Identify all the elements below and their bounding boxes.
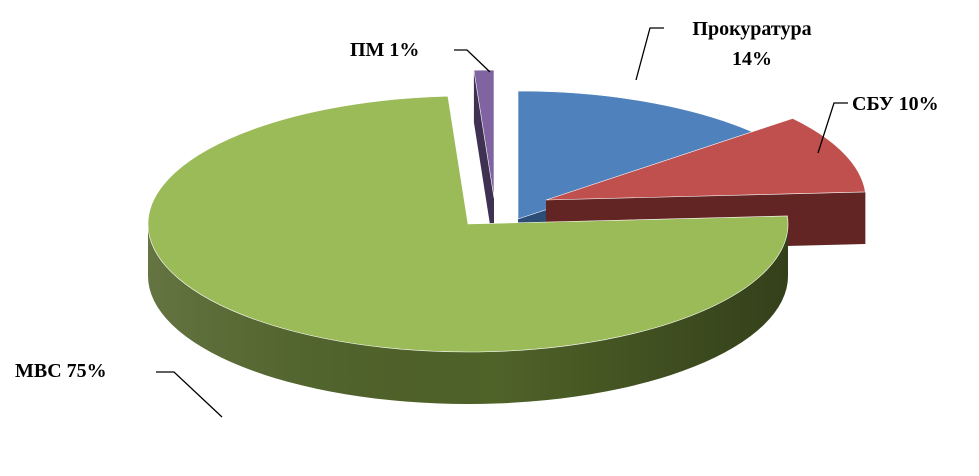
leader-line-pm	[454, 49, 491, 73]
slice-label-sbu: СБУ 10%	[852, 93, 939, 115]
slice-top-mvs	[147, 95, 789, 353]
slice-label-pm: ПМ 1%	[350, 39, 419, 61]
slice-cut-face	[473, 70, 494, 250]
slice-side-shade	[148, 224, 788, 404]
slice-top-prokuratura	[517, 90, 766, 220]
slice-top-pm	[473, 69, 495, 199]
slice-label-prokuratura: Прокуратура	[692, 18, 811, 40]
leader-line-sbu	[817, 102, 848, 154]
slice-top-sbu	[545, 118, 866, 201]
leader-line-mvs	[156, 371, 223, 418]
slice-label-mvs: МВС 75%	[15, 360, 107, 382]
pie-slice-mvs	[147, 95, 789, 404]
leader-line-prokuratura	[635, 27, 664, 81]
pie-slice-pm	[473, 69, 495, 250]
slice-value-prokuratura: 14%	[732, 48, 772, 70]
